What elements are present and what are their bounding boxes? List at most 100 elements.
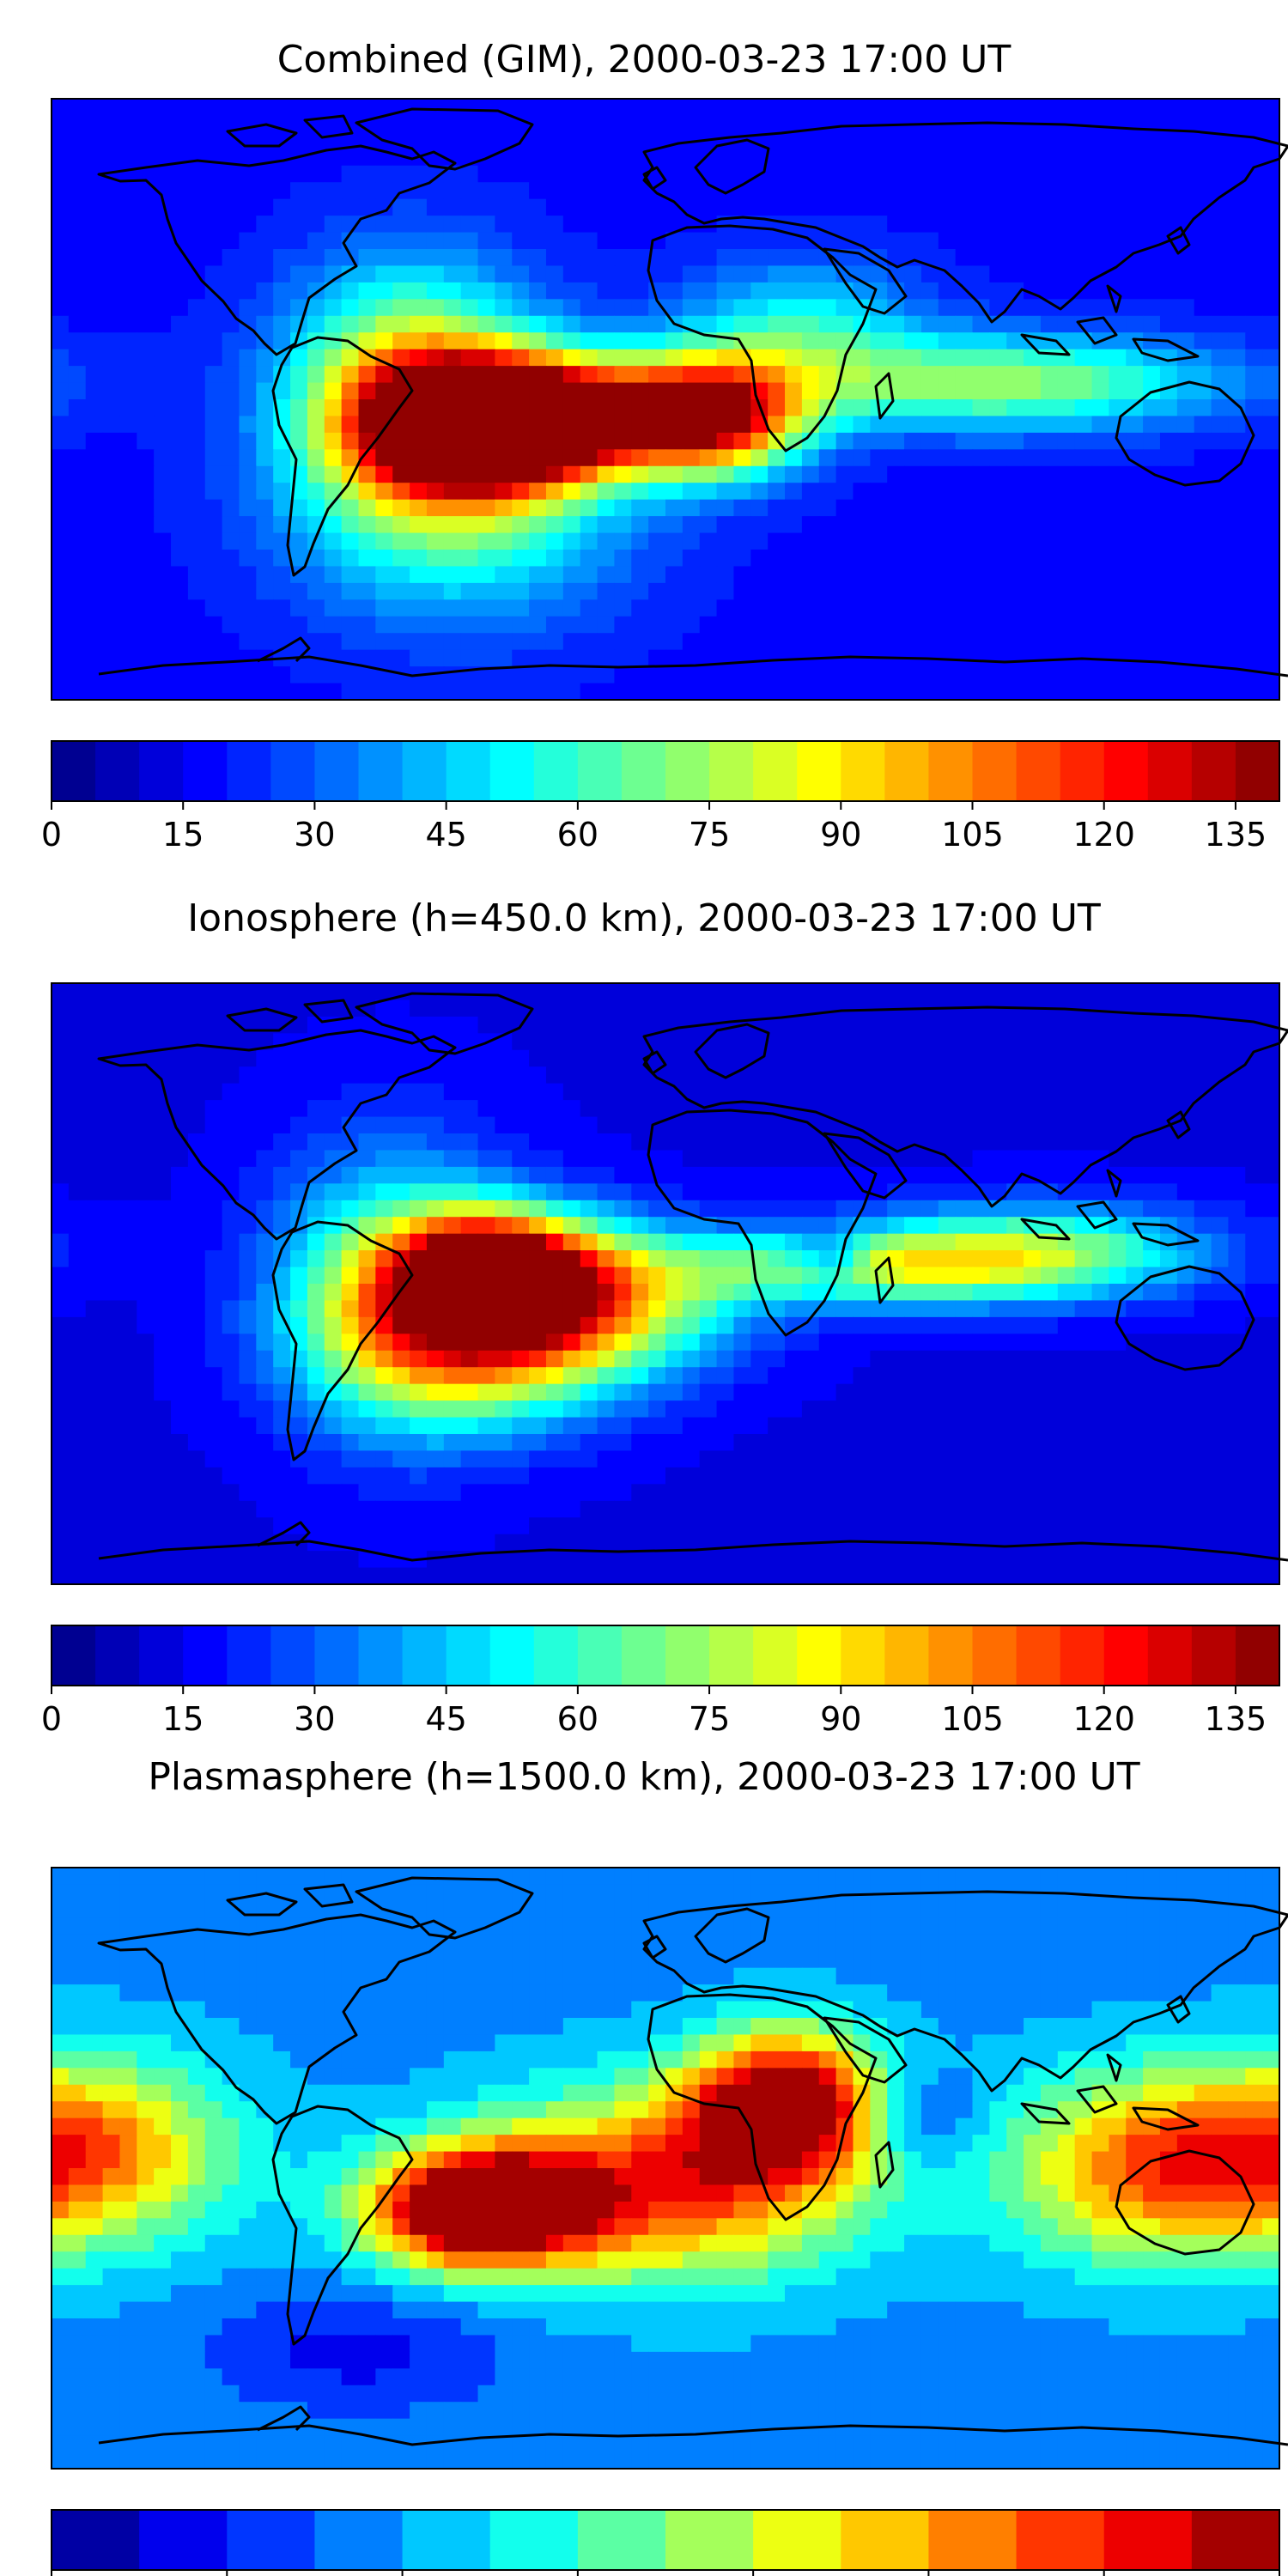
colorbar-tick-label: 120 <box>1072 1700 1135 1738</box>
colorbar-tick-label: 135 <box>1205 1700 1267 1738</box>
colorbar-segment <box>52 1625 96 1686</box>
colorbar-segment <box>183 1625 228 1686</box>
colorbar-segment <box>928 1625 973 1686</box>
colorbar-segment <box>972 1625 1018 1686</box>
colorbar-tick-label: 60 <box>557 816 598 854</box>
colorbar-tick-label: 15 <box>162 816 204 854</box>
colorbar-tick-label: 105 <box>941 1700 1004 1738</box>
colorbar-tick-label: 120 <box>1072 816 1135 854</box>
colorbar-segment <box>1147 741 1193 801</box>
map-panel-combined: 0 15 30 45 60 75 90 105 120 135 <box>41 98 1288 854</box>
colorbar-segment <box>928 741 973 801</box>
colorbar-tick-label: 75 <box>689 1700 730 1738</box>
colorbar-segment <box>183 741 228 801</box>
colorbar-segment <box>139 1625 184 1686</box>
colorbar-segment <box>884 1625 929 1686</box>
colorbar-tick-label: 15 <box>162 1700 204 1738</box>
panel-title-ionosphere: Ionosphere (h=450.0 km), 2000-03-23 17:0… <box>187 896 1101 940</box>
map-frame <box>51 982 1280 1585</box>
colorbar-segment <box>489 1625 535 1686</box>
colorbar-tick-label: 90 <box>820 816 861 854</box>
colorbar-segment <box>797 1625 841 1686</box>
colorbar-segment <box>139 2510 228 2570</box>
colorbar-segment <box>841 1625 885 1686</box>
colorbar-segment <box>314 741 359 801</box>
colorbar-segment <box>402 1625 447 1686</box>
colorbar-segment <box>1191 2510 1280 2570</box>
colorbar-segment <box>1103 1625 1149 1686</box>
colorbar-segment <box>402 2510 491 2570</box>
colorbar-segment <box>139 741 184 801</box>
colorbar-tick-label: 30 <box>294 816 335 854</box>
colorbar-segment <box>709 741 754 801</box>
colorbar-segment <box>227 2510 315 2570</box>
colorbar-segment <box>314 1625 359 1686</box>
colorbar-tick-label: 60 <box>557 1700 598 1738</box>
panel-title-combined: Combined (GIM), 2000-03-23 17:00 UT <box>276 38 1012 82</box>
colorbar-segment <box>577 741 623 801</box>
colorbar-segment <box>489 2510 579 2570</box>
colorbar-segment <box>665 1625 710 1686</box>
colorbar-tick-label: 0 <box>41 816 62 854</box>
colorbar-segment <box>709 1625 754 1686</box>
colorbar-segment <box>52 741 96 801</box>
filled-contour-field <box>52 983 1280 1585</box>
colorbar-tick-label: 75 <box>689 816 730 854</box>
colorbar-segment <box>227 741 271 801</box>
colorbar-segment <box>95 741 140 801</box>
colorbar-tick-label: 45 <box>425 816 466 854</box>
colorbar-segment <box>533 1625 579 1686</box>
filled-contour-field <box>52 99 1280 701</box>
colorbar-segment <box>1016 2510 1105 2570</box>
colorbar-segment <box>1147 1625 1193 1686</box>
colorbar-segment <box>841 2510 929 2570</box>
colorbar-segment <box>1016 741 1061 801</box>
colorbar-segment <box>884 741 929 801</box>
colorbar-segment <box>270 741 315 801</box>
filled-contour-field <box>52 1868 1280 2470</box>
map-panel-ionosphere: 0 15 30 45 60 75 90 105 120 135 <box>41 982 1288 1738</box>
colorbar-tick-label: 0 <box>41 1700 62 1738</box>
colorbar-segment <box>1235 1625 1280 1686</box>
colorbar-segment <box>1060 741 1105 801</box>
colorbar-combined: 0 15 30 45 60 75 90 105 120 135 <box>41 740 1280 854</box>
colorbar-segment <box>972 741 1018 801</box>
colorbar-segment <box>797 741 841 801</box>
colorbar-segment <box>270 1625 315 1686</box>
colorbar-segment <box>227 1625 271 1686</box>
colorbar-segment <box>753 2510 841 2570</box>
colorbar-tick-label: 45 <box>425 1700 466 1738</box>
colorbar-segment <box>489 741 535 801</box>
colorbar-segment <box>52 2510 140 2570</box>
colorbar-segment <box>1191 741 1236 801</box>
colorbar-tick-label: 135 <box>1205 816 1267 854</box>
colorbar-segment <box>1235 741 1280 801</box>
colorbar-frame <box>51 740 1280 802</box>
colorbar-segment <box>1060 1625 1105 1686</box>
colorbar-segment <box>446 1625 491 1686</box>
colorbar-segment <box>665 741 710 801</box>
colorbar-segment <box>95 1625 140 1686</box>
colorbar-frame <box>51 2509 1280 2571</box>
map-panel-plasmasphere: 05101520253035 <box>51 1867 1288 2576</box>
colorbar-tick-label: 105 <box>941 816 1004 854</box>
colorbar-segment <box>1103 741 1149 801</box>
colorbar-tick-label: 90 <box>820 1700 861 1738</box>
colorbar-segment <box>533 741 579 801</box>
colorbar-segment <box>314 2510 404 2570</box>
panel-title-plasmasphere: Plasmasphere (h=1500.0 km), 2000-03-23 1… <box>148 1755 1140 1799</box>
map-frame <box>51 1867 1280 2470</box>
colorbar-segment <box>446 741 491 801</box>
colorbar-segment <box>1191 1625 1236 1686</box>
colorbar-segment <box>358 741 404 801</box>
colorbar-ionosphere: 0 15 30 45 60 75 90 105 120 135 <box>41 1625 1280 1738</box>
colorbar-segment <box>402 741 447 801</box>
colorbar-segment <box>753 1625 798 1686</box>
colorbar-segment <box>621 1625 666 1686</box>
map-frame <box>51 98 1280 701</box>
colorbar-segment <box>841 741 885 801</box>
colorbar-segment <box>577 2510 666 2570</box>
colorbar-segment <box>577 1625 623 1686</box>
colorbar-segment <box>753 741 798 801</box>
